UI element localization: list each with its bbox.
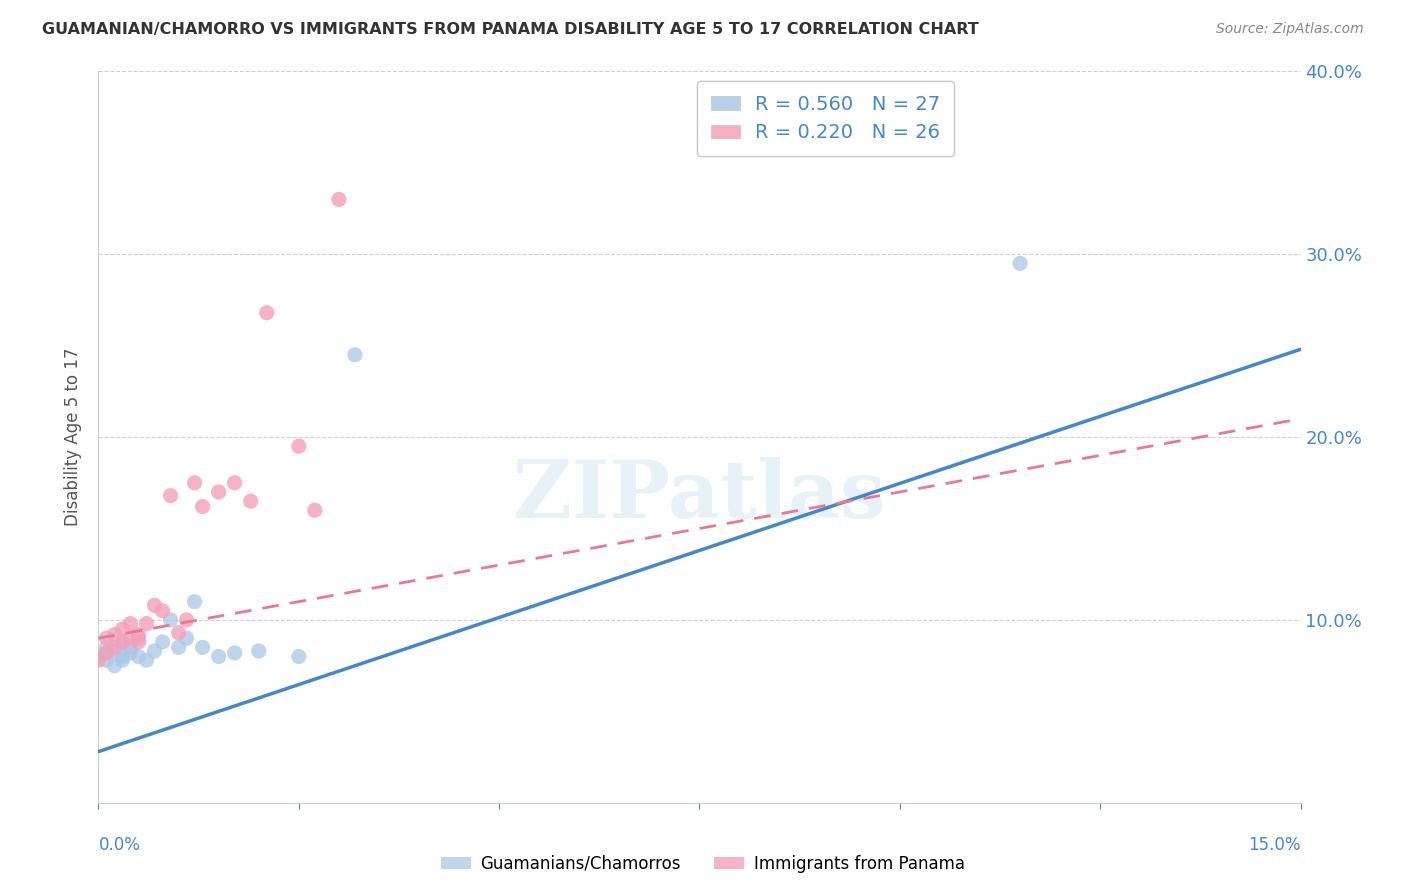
Point — [159, 613, 181, 627]
Point — [128, 632, 150, 646]
Point — [256, 306, 278, 320]
Point — [120, 632, 142, 646]
Text: 15.0%: 15.0% — [1249, 836, 1301, 854]
Text: 0.0%: 0.0% — [98, 836, 141, 854]
Point — [167, 640, 190, 655]
Point — [87, 649, 110, 664]
Point — [135, 616, 157, 631]
Point — [135, 653, 157, 667]
Point — [111, 622, 134, 636]
Point — [96, 640, 118, 655]
Point — [183, 475, 205, 490]
Point — [152, 635, 174, 649]
Point — [96, 632, 118, 646]
Point — [143, 644, 166, 658]
Point — [176, 632, 198, 646]
Point — [128, 627, 150, 641]
Point — [176, 613, 198, 627]
Point — [111, 649, 134, 664]
Point — [247, 644, 270, 658]
Point — [96, 646, 118, 660]
Point — [208, 649, 231, 664]
Point — [111, 653, 134, 667]
Text: GUAMANIAN/CHAMORRO VS IMMIGRANTS FROM PANAMA DISABILITY AGE 5 TO 17 CORRELATION : GUAMANIAN/CHAMORRO VS IMMIGRANTS FROM PA… — [42, 22, 979, 37]
Point — [191, 500, 214, 514]
Point — [120, 646, 142, 660]
Point — [328, 192, 350, 206]
Point — [120, 640, 142, 655]
Point — [224, 646, 246, 660]
Point — [143, 599, 166, 613]
Point — [96, 653, 118, 667]
Point — [159, 489, 181, 503]
Point — [167, 625, 190, 640]
Legend: R = 0.560   N = 27, R = 0.220   N = 26: R = 0.560 N = 27, R = 0.220 N = 26 — [697, 81, 955, 156]
Y-axis label: Disability Age 5 to 17: Disability Age 5 to 17 — [65, 348, 83, 526]
Text: ZIPatlas: ZIPatlas — [513, 457, 886, 534]
Point — [152, 604, 174, 618]
Point — [343, 348, 366, 362]
Text: Source: ZipAtlas.com: Source: ZipAtlas.com — [1216, 22, 1364, 37]
Point — [103, 658, 125, 673]
Legend: Guamanians/Chamorros, Immigrants from Panama: Guamanians/Chamorros, Immigrants from Pa… — [434, 848, 972, 880]
Point — [128, 649, 150, 664]
Point — [120, 616, 142, 631]
Point — [103, 644, 125, 658]
Point — [128, 635, 150, 649]
Point — [111, 635, 134, 649]
Point — [304, 503, 326, 517]
Point — [288, 439, 311, 453]
Point — [239, 494, 262, 508]
Point — [191, 640, 214, 655]
Point — [103, 627, 125, 641]
Point — [183, 594, 205, 608]
Point — [288, 649, 311, 664]
Point — [224, 475, 246, 490]
Point — [208, 485, 231, 500]
Point — [111, 637, 134, 651]
Point — [87, 653, 110, 667]
Point — [96, 646, 118, 660]
Point — [1010, 256, 1032, 270]
Point — [103, 640, 125, 655]
